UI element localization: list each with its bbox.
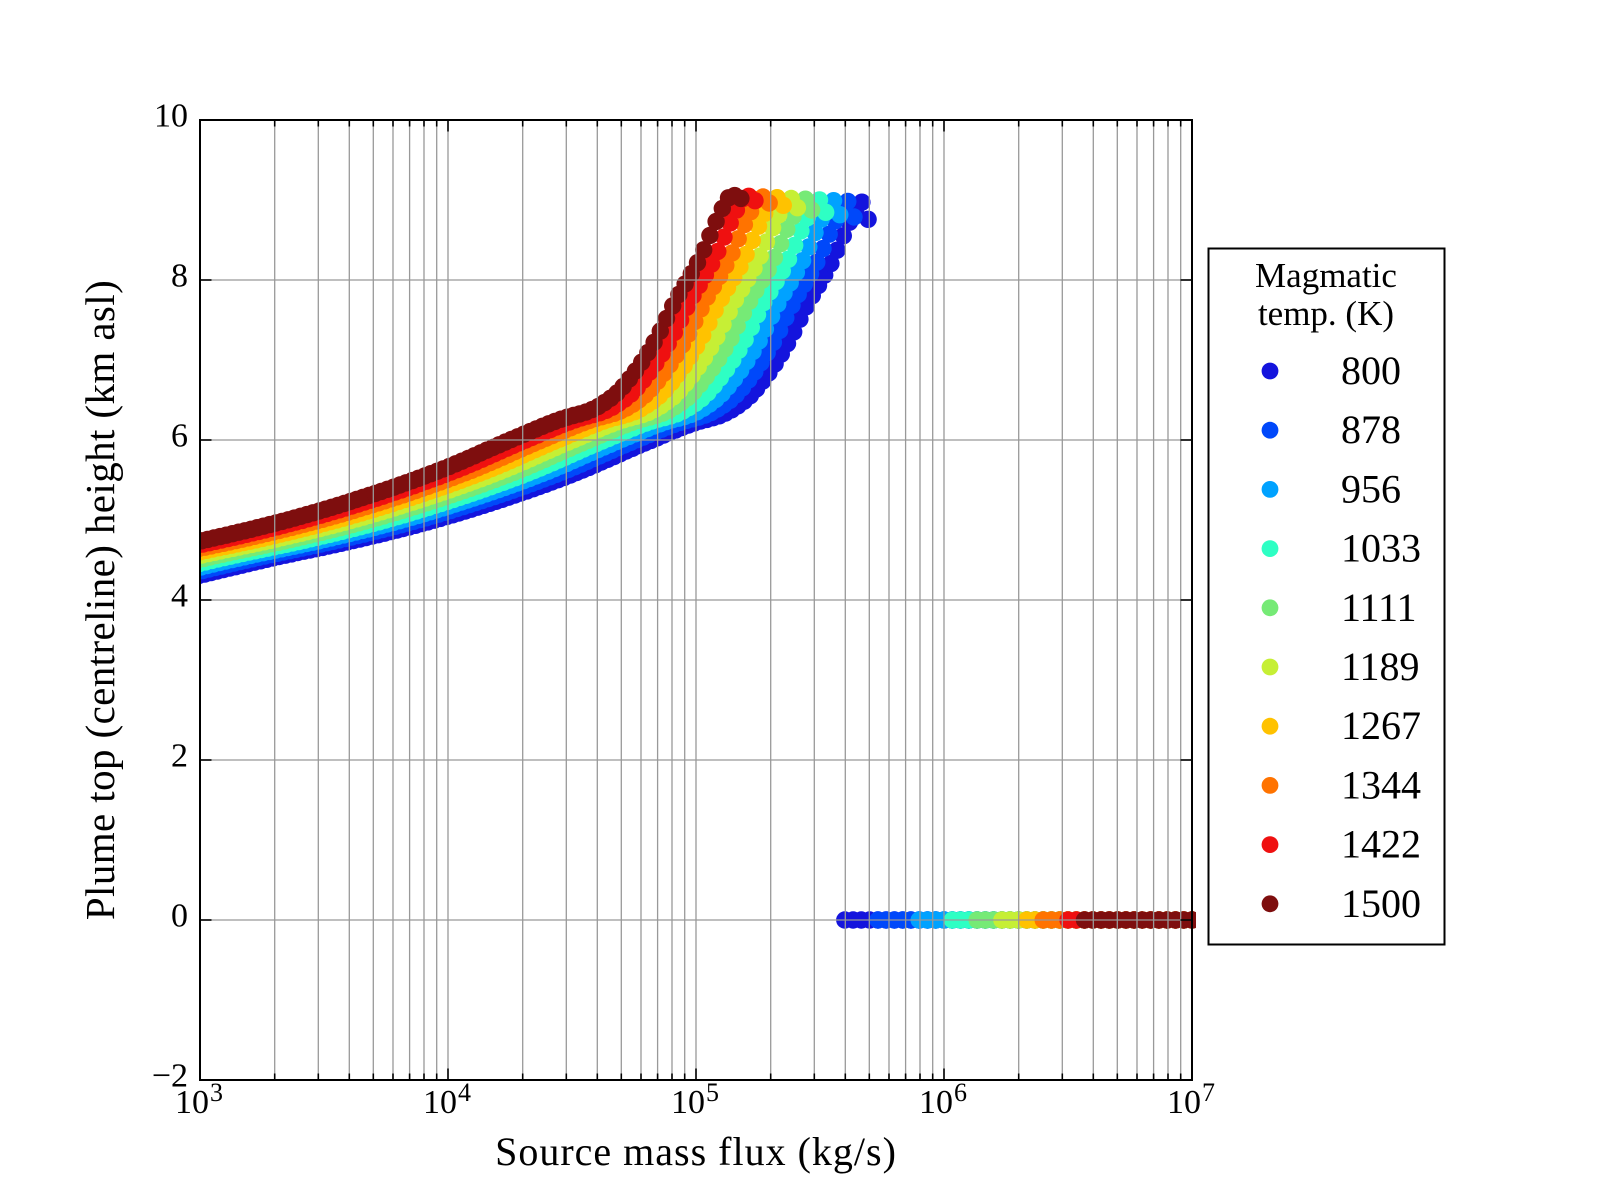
svg-text:7: 7: [1202, 1078, 1215, 1107]
svg-text:2: 2: [171, 738, 188, 775]
svg-text:Source mass flux (kg/s): Source mass flux (kg/s): [495, 1129, 897, 1174]
svg-text:8: 8: [171, 258, 188, 295]
svg-text:5: 5: [706, 1078, 719, 1107]
svg-text:−2: −2: [152, 1058, 188, 1095]
svg-text:6: 6: [954, 1078, 967, 1107]
svg-text:4: 4: [458, 1078, 471, 1107]
svg-text:800: 800: [1341, 348, 1401, 393]
svg-text:6: 6: [171, 418, 188, 455]
svg-text:10: 10: [175, 1084, 209, 1121]
svg-text:10: 10: [1167, 1084, 1201, 1121]
svg-text:Magmatic: Magmatic: [1255, 256, 1397, 295]
svg-text:10: 10: [671, 1084, 705, 1121]
svg-text:temp. (K): temp. (K): [1258, 294, 1394, 333]
svg-text:1033: 1033: [1341, 526, 1421, 571]
svg-text:Plume top (centreline) height: Plume top (centreline) height (km asl): [77, 280, 123, 920]
svg-text:1267: 1267: [1341, 703, 1421, 748]
svg-text:10: 10: [154, 98, 188, 135]
svg-text:1500: 1500: [1341, 881, 1421, 926]
svg-text:10: 10: [423, 1084, 457, 1121]
svg-text:1111: 1111: [1341, 585, 1417, 630]
svg-text:0: 0: [171, 898, 188, 935]
svg-text:4: 4: [171, 578, 188, 615]
svg-text:3: 3: [210, 1078, 223, 1107]
svg-text:956: 956: [1341, 466, 1401, 511]
svg-text:1344: 1344: [1341, 762, 1421, 807]
svg-text:1422: 1422: [1341, 822, 1421, 867]
svg-text:10: 10: [919, 1084, 953, 1121]
svg-text:878: 878: [1341, 407, 1401, 452]
svg-text:1189: 1189: [1341, 644, 1420, 689]
